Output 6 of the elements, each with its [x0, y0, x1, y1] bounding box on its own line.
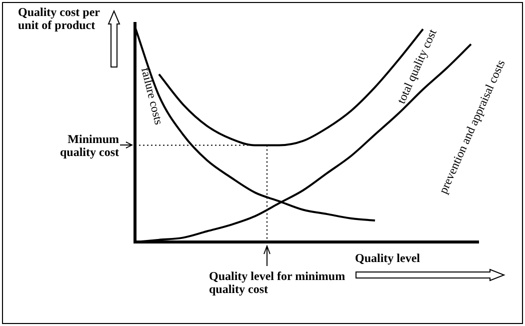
text: Quality level for minimum quality cost [209, 269, 346, 296]
text: failure costs [137, 66, 166, 126]
x-axis-title: Quality level [355, 251, 420, 265]
y-axis-title: Quality cost per unit of product [18, 5, 101, 32]
text: total quality cost [394, 26, 440, 106]
ref-line-label: Minimum quality cost [58, 132, 119, 160]
